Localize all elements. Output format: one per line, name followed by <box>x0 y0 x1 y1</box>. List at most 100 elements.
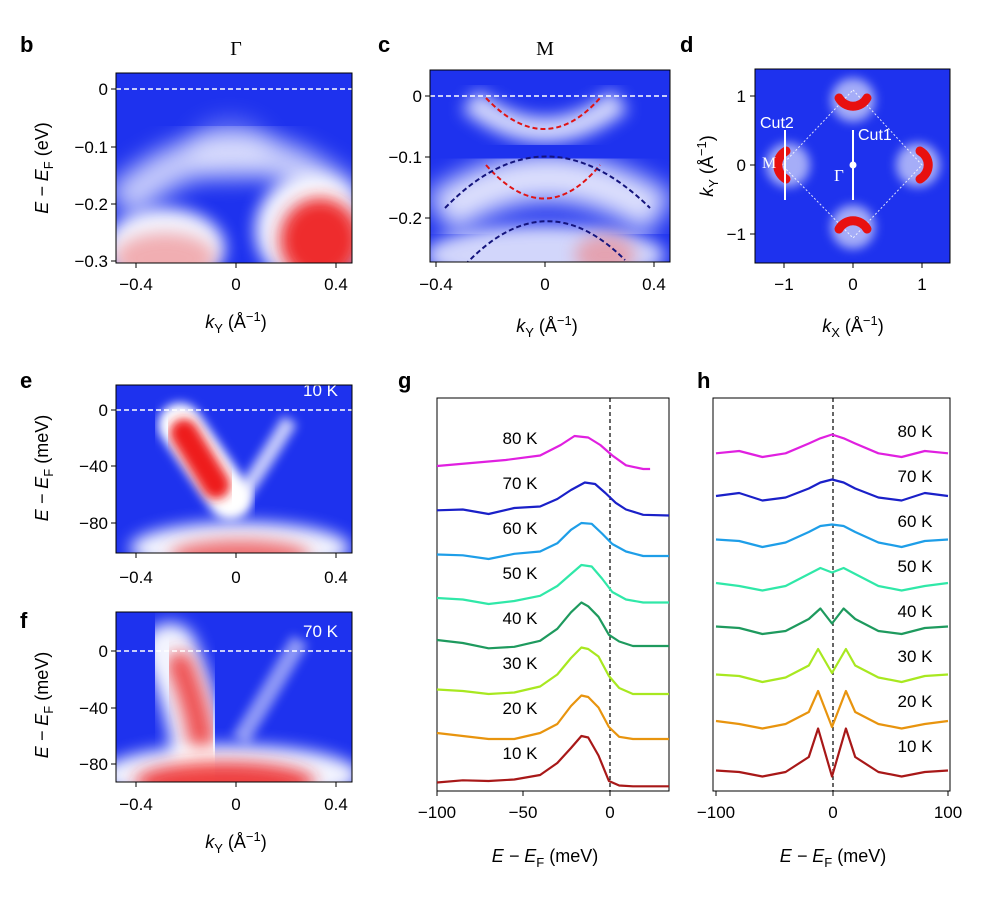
tick-label: −0.2 <box>74 195 108 214</box>
panel-e-arpes-map <box>116 385 352 553</box>
tick-label: −0.3 <box>74 252 108 271</box>
panel-h-legend: 80 K 70 K 60 K 50 K 40 K 30 K 20 K 10 K <box>898 422 934 756</box>
fermi-pockets <box>766 78 940 249</box>
panel-c-top-label: M <box>536 38 554 60</box>
tick-label: 0 <box>99 401 108 420</box>
panel-h-xlabel: E − EF (meV) <box>780 846 886 870</box>
series-label: 30 K <box>503 654 539 673</box>
tick-label: 0 <box>99 642 108 661</box>
series-label: 10 K <box>503 744 539 763</box>
panel-e-ylabel: E − EF (meV) <box>32 415 56 521</box>
panel-c: c M 0 −0.1 −0.2 −0.4 0 0.4 kY (Å−1) <box>378 32 671 340</box>
curve-h-20k <box>715 689 949 730</box>
curve-g-30k <box>436 646 669 696</box>
tick-label: 0.4 <box>642 275 666 294</box>
tick-label: 0 <box>828 803 837 822</box>
panel-f-yticks: 0 −40 −80 <box>79 642 116 774</box>
panel-e-xticks: −0.4 0 0.4 <box>119 553 348 587</box>
panel-letter-g: g <box>398 368 411 393</box>
panel-g-legend: 80 K 70 K 60 K 50 K 40 K 30 K 20 K 10 K <box>503 429 539 763</box>
series-label: 20 K <box>898 692 934 711</box>
cut1-label: Cut1 <box>858 127 892 144</box>
curve-g-70k <box>436 481 670 517</box>
series-label: 60 K <box>503 519 539 538</box>
panel-f-temp-label: 70 K <box>303 622 339 641</box>
panel-b-yticks: 0 −0.1 −0.2 −0.3 <box>74 80 116 271</box>
tick-label: −0.4 <box>119 795 153 814</box>
tick-label: 0 <box>231 795 240 814</box>
panel-f-xticks: −0.4 0 0.4 <box>119 782 348 814</box>
panel-d-yticks: 1 0 −1 <box>727 87 755 244</box>
panel-e-temp-label: 10 K <box>303 381 339 400</box>
tick-label: 0 <box>231 568 240 587</box>
cut2-label: Cut2 <box>760 115 794 132</box>
panel-c-yticks: 0 −0.1 −0.2 <box>388 87 430 228</box>
series-label: 60 K <box>898 512 934 531</box>
gamma-point <box>849 161 857 169</box>
panel-h-frame <box>712 397 951 792</box>
panel-g: g 80 K 70 K 60 K 50 K 40 K 30 K 20 K 10 K −100 … <box>398 368 670 870</box>
tick-label: −0.4 <box>119 275 153 294</box>
tick-label: 0 <box>540 275 549 294</box>
tick-label: 0 <box>737 156 746 175</box>
tick-label: −0.4 <box>419 275 453 294</box>
panel-h: h 80 K 70 K 60 K 50 K 40 K 30 K 20 K 10 K −100 … <box>697 368 962 870</box>
panel-b-xlabel: kY (Å−1) <box>205 309 267 336</box>
curve-h-30k <box>715 647 949 684</box>
panel-letter-h: h <box>697 368 710 393</box>
band-dash <box>485 97 601 130</box>
curve-g-20k <box>436 694 669 741</box>
series-label: 20 K <box>503 699 539 718</box>
tick-label: −40 <box>79 699 108 718</box>
tick-label: 0.4 <box>324 568 348 587</box>
tick-label: −0.1 <box>74 138 108 157</box>
band-dash <box>444 155 651 209</box>
curve-h-80k <box>715 433 949 459</box>
tick-label: −1 <box>774 275 793 294</box>
panel-h-curves <box>715 433 949 778</box>
panel-h-xticks: −100 0 100 <box>697 791 962 822</box>
tick-label: 0 <box>99 80 108 99</box>
panel-b-xticks: −0.4 0 0.4 <box>119 263 348 294</box>
panel-d-ylabel: kY (Å−1) <box>694 135 721 197</box>
series-label: 70 K <box>898 467 934 486</box>
tick-label: 1 <box>917 275 926 294</box>
panel-b-top-label: Γ <box>230 38 242 60</box>
tick-label: 1 <box>737 87 746 106</box>
series-label: 50 K <box>503 564 539 583</box>
tick-label: 0.4 <box>324 275 348 294</box>
panel-f-ylabel: E − EF (meV) <box>32 652 56 758</box>
panel-c-xlabel: kY (Å−1) <box>516 313 578 340</box>
series-label: 30 K <box>898 647 934 666</box>
panel-d: d Cut1 Cut2 M Γ 1 0 −1 −1 0 1 kY (Å−1) <box>680 32 951 340</box>
curve-g-40k <box>436 601 669 650</box>
panel-b-arpes-map <box>116 73 352 263</box>
panel-d-xlabel: kX (Å−1) <box>822 313 884 340</box>
tick-label: 0 <box>413 87 422 106</box>
panel-g-frame <box>436 397 670 792</box>
tick-label: 0 <box>605 803 614 822</box>
series-label: 40 K <box>503 609 539 628</box>
panel-f-xlabel: kY (Å−1) <box>205 829 267 856</box>
panel-f: f 70 K 0 −40 −80 −0.4 0 0.4 E − EF (meV)… <box>20 608 353 856</box>
series-label: 80 K <box>503 429 539 448</box>
panel-letter-f: f <box>20 608 28 633</box>
series-label: 80 K <box>898 422 934 441</box>
curve-g-60k <box>436 521 669 561</box>
panel-g-xticks: −100 −50 0 <box>418 791 615 822</box>
series-label: 50 K <box>898 557 934 576</box>
tick-label: 0 <box>231 275 240 294</box>
tick-label: −0.2 <box>388 209 422 228</box>
tick-label: −100 <box>697 803 735 822</box>
gamma-point-label: Γ <box>834 166 844 185</box>
panel-c-arpes-map <box>430 70 670 262</box>
panel-g-xlabel: E − EF (meV) <box>492 846 598 870</box>
curve-g-10k <box>436 734 669 788</box>
panel-c-xticks: −0.4 0 0.4 <box>419 262 666 294</box>
tick-label: −40 <box>79 457 108 476</box>
tick-label: −100 <box>418 803 456 822</box>
tick-label: 0 <box>848 275 857 294</box>
tick-label: −0.1 <box>388 148 422 167</box>
panel-d-xticks: −1 0 1 <box>774 263 927 294</box>
